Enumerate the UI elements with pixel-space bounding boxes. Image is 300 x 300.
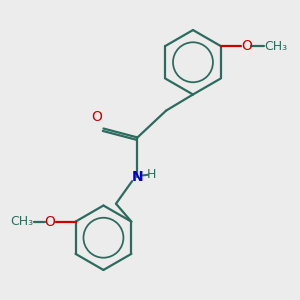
- Text: O: O: [241, 39, 252, 53]
- Text: CH₃: CH₃: [11, 215, 34, 228]
- Text: H: H: [146, 168, 156, 181]
- Text: CH₃: CH₃: [265, 40, 288, 53]
- Text: N: N: [132, 170, 143, 184]
- Text: O: O: [44, 214, 55, 229]
- Text: O: O: [91, 110, 102, 124]
